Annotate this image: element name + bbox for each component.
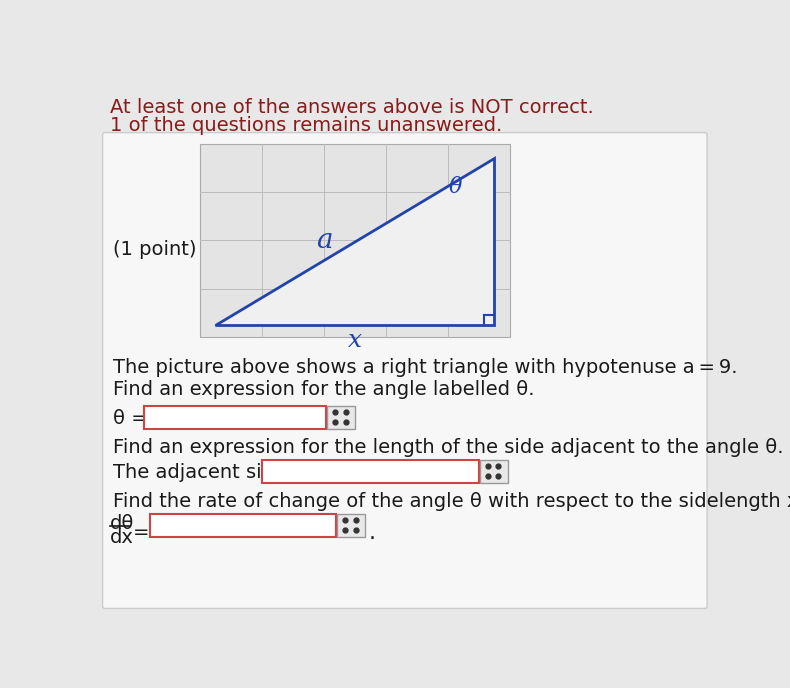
Text: The picture above shows a right triangle with hypotenuse a = 9.: The picture above shows a right triangle… <box>113 358 737 377</box>
Text: Find the rate of change of the angle θ with respect to the sidelength x.: Find the rate of change of the angle θ w… <box>113 492 790 511</box>
FancyBboxPatch shape <box>327 406 356 429</box>
FancyBboxPatch shape <box>480 460 508 483</box>
FancyBboxPatch shape <box>150 514 336 537</box>
Text: θ =: θ = <box>113 409 148 428</box>
Text: arccos(x/9): arccos(x/9) <box>149 410 258 429</box>
FancyBboxPatch shape <box>261 460 479 483</box>
FancyBboxPatch shape <box>200 144 510 336</box>
Text: 1 of the questions remains unanswered.: 1 of the questions remains unanswered. <box>110 116 502 136</box>
Text: At least one of the answers above is NOT correct.: At least one of the answers above is NOT… <box>110 98 593 117</box>
Text: -1/sqrt(81-x^2): -1/sqrt(81-x^2) <box>155 517 307 536</box>
Text: θ: θ <box>449 175 462 197</box>
FancyBboxPatch shape <box>103 133 707 608</box>
Text: dθ: dθ <box>110 514 134 533</box>
Text: Find an expression for the length of the side adjacent to the angle θ.: Find an expression for the length of the… <box>113 438 783 458</box>
Text: .: . <box>368 523 375 543</box>
Text: The adjacent side has length: The adjacent side has length <box>113 463 394 482</box>
Text: dx: dx <box>110 528 134 547</box>
Text: =: = <box>133 523 149 542</box>
Polygon shape <box>215 158 494 325</box>
FancyBboxPatch shape <box>144 406 325 429</box>
Text: x: x <box>348 329 363 352</box>
Text: (1 point): (1 point) <box>113 240 196 259</box>
Text: a: a <box>316 227 333 254</box>
Text: Find an expression for the angle labelled θ.: Find an expression for the angle labelle… <box>113 380 534 399</box>
FancyBboxPatch shape <box>337 514 365 537</box>
